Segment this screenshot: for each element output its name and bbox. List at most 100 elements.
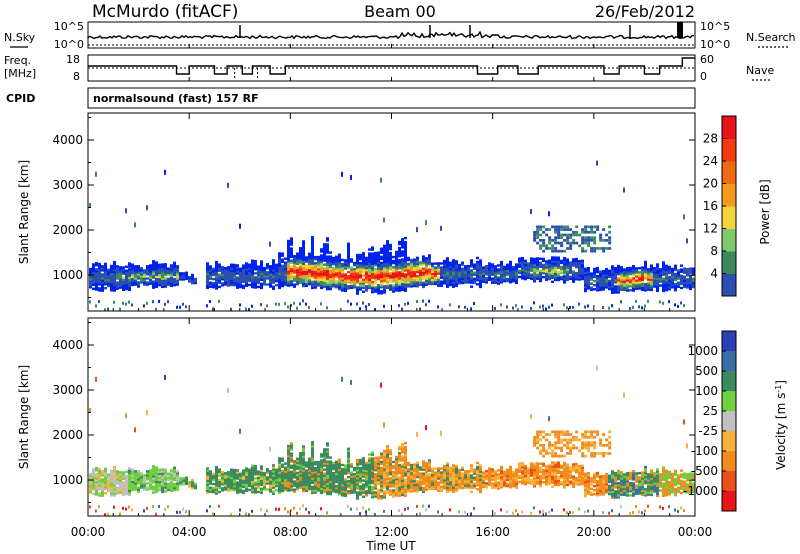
echo-cell [488, 481, 491, 485]
echo-cell [440, 280, 443, 283]
echo-cell [605, 274, 608, 277]
echo-cell [293, 283, 296, 286]
echo-cell [437, 485, 440, 488]
echo-cell [101, 289, 104, 292]
echo-cell [536, 230, 540, 234]
echo-cell [323, 468, 326, 471]
echo-cell [257, 484, 260, 488]
echo-cell [326, 482, 329, 486]
echo-cell [239, 484, 242, 488]
echo-cell [347, 281, 350, 284]
echo-cell [98, 471, 101, 475]
echo-cell [281, 483, 284, 487]
echo-cell [386, 491, 389, 495]
echo-cell [371, 457, 374, 460]
echo-cell [107, 473, 110, 476]
echo-cell [527, 264, 530, 267]
echo-cell [164, 271, 167, 274]
echo-cell [380, 261, 383, 265]
echo-cell [347, 242, 350, 246]
echo-cell [371, 284, 374, 288]
echo-cell [599, 481, 602, 484]
echo-cell [542, 244, 546, 248]
echo-cell [542, 241, 546, 245]
echo-cell [401, 288, 404, 292]
echo-cell [581, 263, 584, 267]
echo-cell [251, 480, 254, 484]
echo-cell [578, 483, 581, 486]
echo-cell [344, 484, 347, 487]
echo-cell [107, 284, 110, 288]
echo-cell [464, 480, 467, 483]
echo-cell [473, 281, 476, 285]
echo-cell [185, 476, 188, 479]
echo-cell [479, 490, 482, 494]
echo-cell [317, 274, 320, 277]
echo-cell [386, 471, 389, 474]
echo-cell [476, 268, 479, 272]
echo-cell [428, 262, 431, 265]
echo-cell [98, 467, 101, 471]
echo-cell [500, 264, 503, 268]
echo-cell [278, 507, 280, 511]
echo-cell [548, 478, 551, 482]
echo-cell [191, 275, 194, 279]
echo-cell [161, 484, 164, 487]
echo-cell [311, 258, 314, 261]
echo-cell [350, 258, 353, 261]
echo-cell [488, 274, 491, 277]
echo-cell [530, 511, 532, 515]
echo-cell [554, 266, 557, 269]
echo-cell [218, 504, 220, 508]
echo-cell [623, 187, 625, 193]
echo-cell [290, 508, 292, 512]
echo-cell [428, 485, 431, 489]
echo-cell [155, 265, 158, 268]
echo-cell [416, 488, 419, 491]
echo-cell [182, 481, 185, 484]
echo-cell [458, 267, 461, 271]
echo-cell [110, 475, 113, 479]
echo-cell [152, 286, 155, 289]
echo-cell [584, 277, 587, 281]
echo-cell [215, 277, 218, 280]
echo-cell [410, 482, 413, 485]
echo-cell [548, 472, 551, 476]
echo-cell [500, 476, 503, 479]
echo-cell [413, 266, 416, 269]
echo-cell [353, 263, 356, 267]
echo-cell [485, 474, 488, 477]
echo-cell [659, 276, 662, 279]
freq-tick-high: 18 [66, 53, 80, 66]
echo-cell [557, 481, 560, 485]
echo-cell [149, 282, 152, 285]
echo-cell [272, 285, 275, 288]
echo-cell [317, 481, 320, 484]
echo-cell [338, 257, 341, 261]
echo-cell [515, 470, 518, 473]
echo-cell [338, 259, 341, 263]
echo-cell [323, 448, 326, 451]
echo-cell [95, 278, 98, 281]
echo-cell [209, 505, 211, 509]
echo-cell [170, 270, 173, 273]
echo-cell [401, 260, 404, 263]
echo-cell [599, 477, 602, 480]
echo-cell [587, 281, 590, 284]
echo-cell [179, 276, 182, 279]
echo-cell [368, 260, 371, 263]
echo-cell [473, 273, 476, 277]
echo-cell [476, 461, 479, 465]
echo-cell [401, 481, 404, 484]
echo-cell [512, 474, 515, 478]
echo-cell [290, 480, 293, 484]
echo-cell [533, 301, 535, 305]
echo-cell [431, 471, 434, 474]
echo-cell [515, 277, 518, 280]
echo-cell [251, 468, 254, 472]
echo-cell [206, 280, 209, 283]
echo-cell [350, 260, 353, 263]
echo-cell [122, 485, 125, 488]
echo-cell [260, 270, 263, 273]
echo-cell [668, 300, 670, 304]
